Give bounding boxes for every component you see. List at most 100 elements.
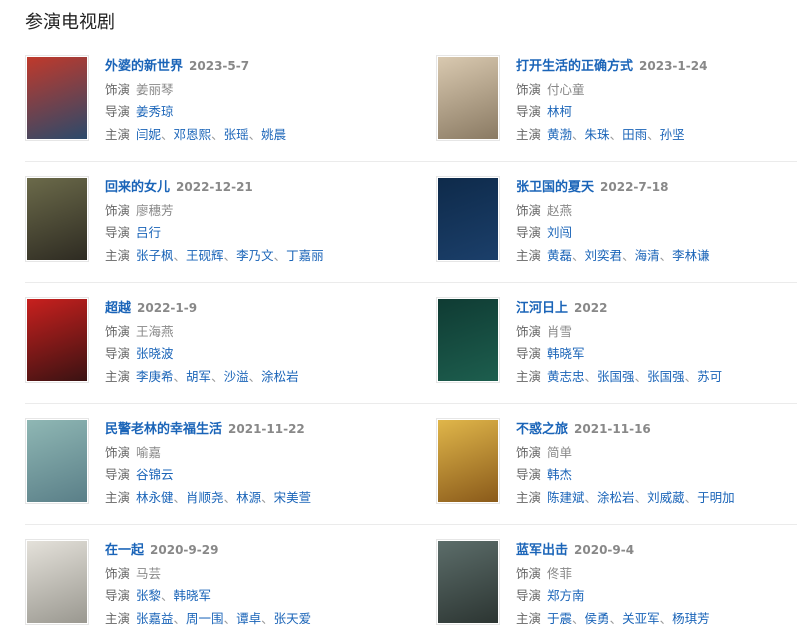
drama-title-link[interactable]: 在一起 (105, 543, 145, 558)
drama-title-link[interactable]: 打开生活的正确方式 (516, 59, 634, 74)
cast-member-link[interactable]: 林永健 (136, 489, 174, 505)
drama-poster[interactable] (25, 539, 89, 625)
drama-poster[interactable] (436, 176, 500, 262)
drama-poster[interactable] (436, 297, 500, 383)
cast-member-link[interactable]: 李乃文 (236, 247, 274, 263)
director-link[interactable]: 张黎 (136, 588, 162, 603)
cast-member-link[interactable]: 于明加 (697, 489, 735, 505)
role-label: 饰演 (516, 444, 542, 460)
cast-member-link[interactable]: 张国强 (647, 368, 685, 384)
director-link[interactable]: 韩晓军 (547, 346, 585, 361)
cast-member-link[interactable]: 张瑶 (223, 126, 249, 142)
director-link[interactable]: 吕行 (136, 225, 162, 240)
cast-member-link[interactable]: 杨琪芳 (672, 610, 710, 626)
cast-member-link[interactable]: 刘威葳 (647, 489, 685, 505)
cast-member-link[interactable]: 陈建斌 (547, 489, 585, 505)
cast-row: 主演 林永健、肖顺尧、林源、宋美萱 (105, 487, 311, 510)
poster-image (438, 541, 498, 623)
director-link[interactable]: 谷锦云 (136, 467, 174, 482)
cast-member-link[interactable]: 涂松岩 (261, 368, 299, 384)
separator: 、 (659, 247, 673, 263)
drama-poster[interactable] (25, 55, 89, 141)
separator: 、 (248, 126, 262, 142)
cast-member-link[interactable]: 谭卓 (236, 610, 262, 626)
drama-poster[interactable] (25, 297, 89, 383)
cast-member-link[interactable]: 苏可 (697, 368, 723, 384)
drama-title-link[interactable]: 蓝军出击 (516, 543, 569, 558)
cast-member-link[interactable]: 涂松岩 (597, 489, 635, 505)
director-link[interactable]: 姜秀琼 (136, 104, 174, 119)
drama-poster[interactable] (436, 539, 500, 625)
cast-member-link[interactable]: 黄磊 (547, 247, 573, 263)
drama-card: 外婆的新世界 2023-5-7 饰演 姜丽琴 导演 姜秀琼 主演 闫妮、邓恩熙、张瑶、姚晨 (25, 55, 395, 145)
cast-row-label: 主演 (105, 489, 131, 505)
cast-member-link[interactable]: 肖顺尧 (186, 489, 224, 505)
drama-info: 在一起 2020-9-29 饰演 马芸 导演 张黎、韩晓军 主演 张嘉益、周一围、谭卓、张天爱 (105, 539, 311, 630)
drama-title-link[interactable]: 江河日上 (516, 301, 569, 316)
separator: 、 (684, 489, 698, 505)
cast-member-link[interactable]: 张嘉益 (136, 610, 174, 626)
director-link[interactable]: 张晓波 (136, 346, 174, 361)
director-link[interactable]: 林柯 (547, 104, 573, 119)
cast-member-link[interactable]: 李林谦 (672, 247, 710, 263)
cast-member-link[interactable]: 关亚军 (622, 610, 660, 626)
cast-member-link[interactable]: 于震 (547, 610, 573, 626)
separator: 、 (173, 368, 187, 384)
drama-title-link[interactable]: 民警老林的幸福生活 (105, 422, 223, 437)
cast-member-link[interactable]: 张国强 (597, 368, 635, 384)
director-link[interactable]: 韩杰 (547, 467, 573, 482)
drama-info: 民警老林的幸福生活 2021-11-22 饰演 喻嘉 导演 谷锦云 主演 林永健、肖顺尧、林源… (105, 418, 311, 509)
cast-member-link[interactable]: 宋美萱 (273, 489, 312, 505)
drama-title-link[interactable]: 外婆的新世界 (105, 59, 184, 74)
drama-info: 打开生活的正确方式 2023-1-24 饰演 付心童 导演 林柯 主演 黄渤、朱珠、田雨、孙坚 (516, 55, 707, 146)
director-link[interactable]: 郑方南 (547, 588, 585, 603)
title-row: 外婆的新世界 2023-5-7 (105, 55, 286, 79)
cast-member-link[interactable]: 朱珠 (584, 126, 610, 142)
role-name: 简单 (547, 444, 573, 460)
cast-member-link[interactable]: 周一围 (186, 610, 224, 626)
cast-member-link[interactable]: 林源 (236, 489, 262, 505)
cast-member-link[interactable]: 胡军 (186, 368, 212, 384)
cast-member-link[interactable]: 黄渤 (547, 126, 573, 142)
drama-title-link[interactable]: 张卫国的夏天 (516, 180, 595, 195)
cast-member-link[interactable]: 姚晨 (261, 126, 287, 142)
drama-title-link[interactable]: 超越 (105, 301, 132, 316)
cast-member-link[interactable]: 丁嘉丽 (286, 247, 324, 263)
cast-member-link[interactable]: 孙坚 (659, 126, 685, 142)
director-row: 导演 韩晓军 (516, 343, 722, 366)
role-row: 饰演 付心童 (516, 79, 707, 102)
drama-title-link[interactable]: 回来的女儿 (105, 180, 171, 195)
cast-member-link[interactable]: 张子枫 (136, 247, 174, 263)
poster-image (27, 178, 87, 260)
director-row: 导演 郑方南 (516, 585, 710, 608)
separator: 、 (173, 489, 187, 505)
cast-member-link[interactable]: 田雨 (622, 126, 648, 142)
drama-poster[interactable] (25, 418, 89, 504)
cast-member-link[interactable]: 海清 (634, 247, 660, 263)
director-link[interactable]: 韩晓军 (173, 588, 212, 603)
cast-member-link[interactable]: 沙溢 (223, 368, 249, 384)
role-row: 饰演 马芸 (105, 563, 311, 586)
drama-poster[interactable] (436, 55, 500, 141)
cast-member-link[interactable]: 刘奕君 (584, 247, 623, 263)
role-label: 饰演 (516, 323, 542, 339)
cast-member-link[interactable]: 邓恩熙 (173, 126, 212, 142)
role-row: 饰演 廖穗芳 (105, 200, 324, 223)
cast-member-link[interactable]: 黄志忠 (547, 368, 585, 384)
director-row: 导演 林柯 (516, 101, 707, 124)
drama-poster[interactable] (436, 418, 500, 504)
row-divider (25, 282, 797, 283)
separator: 、 (173, 610, 187, 626)
cast-member-link[interactable]: 李庚希 (136, 368, 174, 384)
cast-member-link[interactable]: 闫妮 (136, 126, 162, 142)
drama-poster[interactable] (25, 176, 89, 262)
director-row: 导演 姜秀琼 (105, 101, 286, 124)
cast-member-link[interactable]: 王砚辉 (186, 247, 224, 263)
separator: 、 (572, 247, 585, 263)
air-date: 2023-5-7 (189, 59, 250, 73)
cast-member-link[interactable]: 侯勇 (584, 610, 610, 626)
director-link[interactable]: 刘闯 (547, 225, 573, 240)
role-label: 饰演 (516, 565, 542, 581)
drama-title-link[interactable]: 不惑之旅 (516, 422, 569, 437)
cast-member-link[interactable]: 张天爱 (273, 610, 312, 626)
